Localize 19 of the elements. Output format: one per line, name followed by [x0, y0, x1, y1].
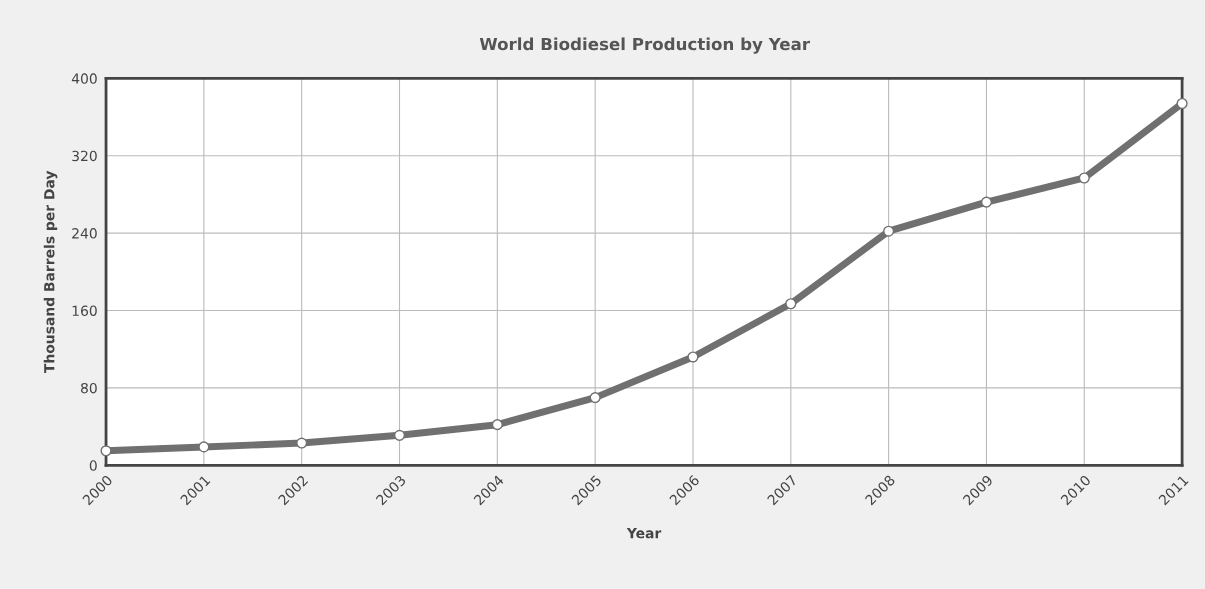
point — [1176, 97, 1188, 110]
point — [980, 196, 993, 208]
y-tick-label: 400 — [71, 73, 97, 84]
point — [589, 392, 601, 404]
y-tick-label: 240 — [72, 228, 97, 239]
point — [687, 351, 699, 363]
y-axis-title: Thousand Barrels per Day — [43, 170, 58, 374]
y-tick-label: 80 — [80, 382, 97, 394]
y-tick-label: 160 — [72, 305, 97, 316]
point — [100, 445, 112, 457]
y-tick-label: 0 — [89, 460, 97, 471]
point — [785, 298, 797, 310]
point — [1078, 172, 1090, 184]
chart-title: World Biodiesel Production by Year — [479, 37, 810, 54]
point — [491, 419, 503, 431]
x-axis-title: Year — [626, 528, 662, 539]
y-tick-label: 320 — [72, 150, 97, 162]
point — [883, 225, 895, 237]
point — [198, 441, 210, 453]
